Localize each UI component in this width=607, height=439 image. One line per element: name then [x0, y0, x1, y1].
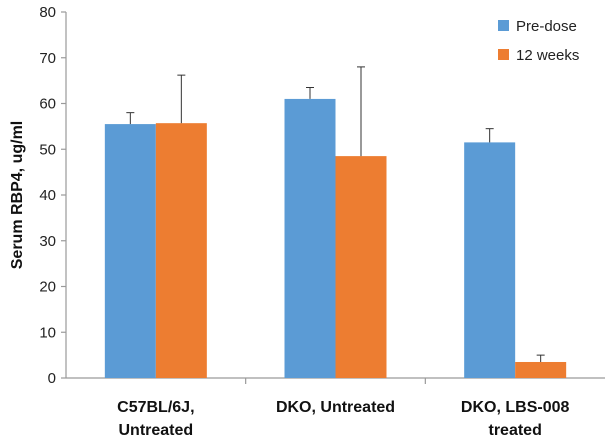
legend-label: 12 weeks [516, 47, 579, 64]
y-tick-label: 0 [48, 370, 56, 387]
category-label: treated [488, 422, 541, 439]
bar-pre-dose [284, 98, 336, 379]
category-label: DKO, LBS-008 [461, 399, 570, 416]
bar-pre-dose [464, 142, 516, 378]
category-label: Untreated [118, 422, 193, 439]
legend-swatch [498, 20, 509, 31]
y-tick-label: 80 [39, 4, 56, 21]
y-tick-label: 10 [39, 324, 56, 341]
y-tick-label: 40 [39, 187, 56, 204]
bar-12-weeks [155, 123, 207, 378]
category-label: DKO, Untreated [276, 399, 395, 416]
bar-pre-dose [104, 124, 156, 379]
y-tick-label: 60 [39, 96, 56, 113]
category-label: C57BL/6J, [117, 399, 194, 416]
bar-12-weeks [515, 361, 567, 378]
legend-label: Pre-dose [516, 18, 577, 35]
y-tick-label: 30 [39, 233, 56, 250]
y-tick-label: 20 [39, 279, 56, 296]
legend-swatch [498, 49, 509, 60]
y-tick-label: 50 [39, 141, 56, 158]
bar-12-weeks [335, 156, 387, 378]
y-tick-label: 70 [39, 50, 56, 67]
y-axis-title: Serum RBP4, ug/ml [9, 121, 26, 269]
